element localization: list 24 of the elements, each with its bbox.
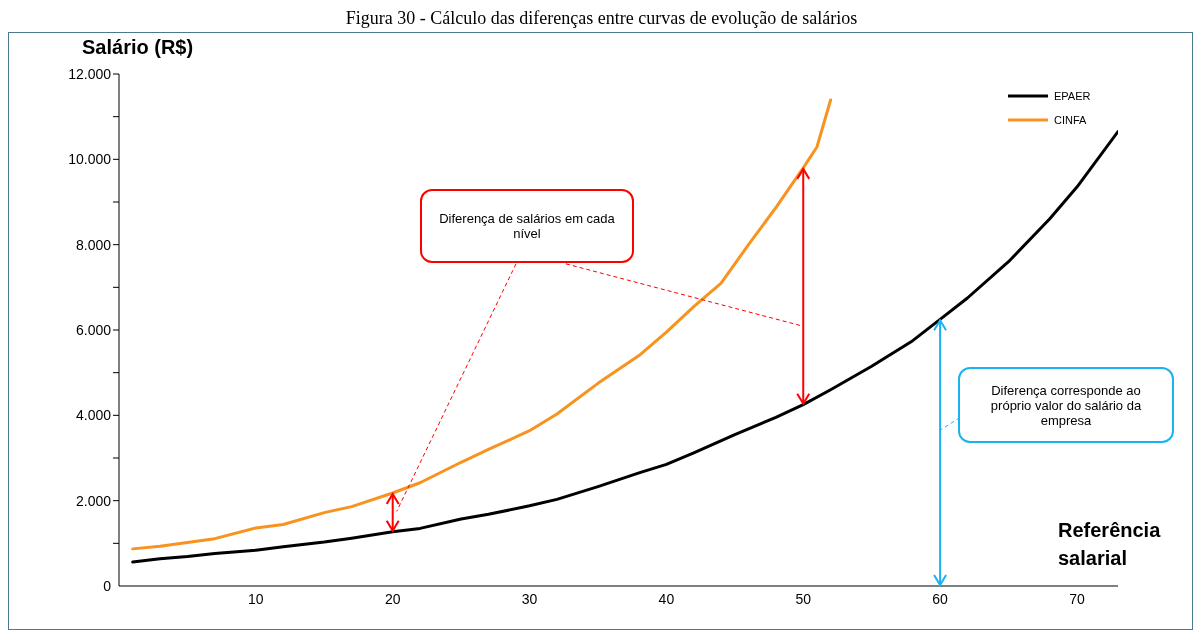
y-tick-label: 2.000	[75, 492, 112, 509]
line-series	[131, 98, 833, 551]
y-tick-label: 4.000	[75, 407, 112, 424]
annotation: Diferença de salários em cada nível	[439, 211, 615, 241]
x-tick-label: 60	[932, 590, 949, 607]
y-tick-label: 10.000	[68, 151, 112, 168]
x-tick-label: 30	[521, 590, 538, 607]
callout-box: Diferença corresponde ao próprio valor do salário da empresa	[958, 367, 1174, 443]
y-tick-label: 8.000	[75, 236, 112, 253]
annotation: Diferença corresponde ao próprio valor do salário da empresa	[989, 382, 1143, 428]
y-tick-label: 0	[103, 578, 112, 594]
y-axis-title: Salário (R$)	[82, 36, 194, 59]
x-tick-label: 40	[658, 590, 675, 607]
x-tick-label: 50	[795, 590, 812, 607]
legend-label: CINFA	[1054, 114, 1087, 126]
x-tick-label: 10	[248, 590, 264, 607]
x-tick-label: 70	[1069, 590, 1085, 607]
y-tick-label: 12.000	[68, 66, 112, 82]
legend-label: EPAER	[1054, 90, 1091, 102]
x-tick-label: 20	[384, 590, 401, 607]
x-axis-title: Referência salarial	[1058, 518, 1162, 571]
callout: Diferença de salários em cada nível	[396, 189, 802, 512]
chart-title: Figura 30 - Cálculo das diferenças entre curvas de evolução de salários	[344, 8, 859, 29]
y-tick-label: 6.000	[75, 322, 112, 338]
